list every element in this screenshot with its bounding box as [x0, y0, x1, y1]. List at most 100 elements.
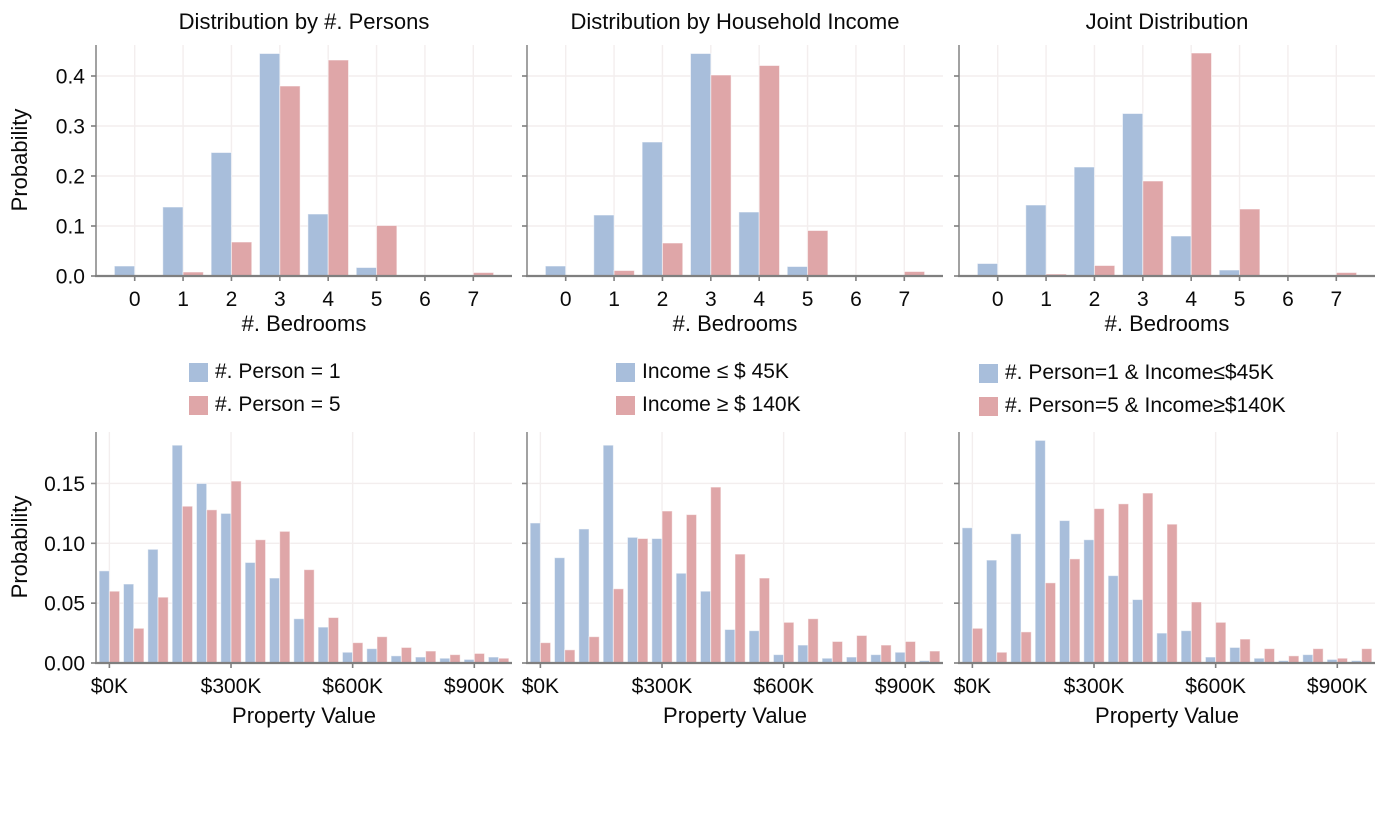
- bar: [1093, 508, 1105, 664]
- legend-label-person-5: #. Person = 5: [215, 393, 341, 416]
- bar: [961, 527, 973, 664]
- bar: [976, 263, 999, 277]
- tick-label: 0.2: [56, 166, 85, 189]
- bar: [1229, 646, 1241, 664]
- bar: [133, 627, 145, 664]
- tick-label: 0.15: [44, 473, 85, 496]
- bar: [1142, 492, 1154, 664]
- bar: [1215, 621, 1227, 664]
- bar: [1156, 632, 1168, 664]
- series-a: [529, 444, 931, 664]
- tick-label: 0.4: [56, 66, 86, 89]
- bar: [171, 444, 183, 664]
- bar: [108, 590, 121, 664]
- bar: [1263, 648, 1276, 664]
- tick-label: 3: [274, 288, 286, 311]
- bar: [1034, 439, 1046, 664]
- bar: [996, 651, 1008, 664]
- bar: [366, 648, 378, 664]
- bar: [539, 642, 552, 664]
- tick-label: 0.3: [56, 116, 85, 139]
- bar: [220, 512, 232, 664]
- legend-item-income-high: Income ≥ $ 140K: [616, 393, 801, 417]
- tick-label: 4: [1185, 288, 1197, 311]
- bar: [1312, 648, 1324, 664]
- bar: [341, 651, 354, 664]
- tick-label: $300K: [632, 675, 693, 698]
- tick-label: $900K: [444, 675, 505, 698]
- bar: [1142, 180, 1164, 277]
- bar: [1302, 654, 1314, 664]
- tick-label: 6: [850, 288, 862, 311]
- bar: [1073, 166, 1095, 277]
- bar: [327, 59, 350, 277]
- bar: [553, 557, 566, 664]
- legend-label-joint-low: #. Person=1 & Income≤$45K: [1005, 361, 1274, 384]
- bar: [797, 644, 809, 664]
- bar: [352, 642, 364, 664]
- bar: [758, 65, 781, 277]
- tick-label: 1: [608, 288, 620, 311]
- legend-label-income-low: Income ≤ $ 45K: [642, 360, 789, 383]
- bar: [870, 654, 882, 664]
- bar: [641, 141, 663, 277]
- bar: [1190, 601, 1203, 664]
- tick-label: 0.05: [44, 593, 85, 616]
- y-axis-label-bottom: Probability: [7, 495, 32, 599]
- tick-label: 0.0: [56, 266, 85, 289]
- tick-label: 5: [371, 288, 383, 311]
- bar: [985, 559, 998, 664]
- bar: [807, 230, 829, 277]
- bar: [690, 53, 712, 277]
- bar: [268, 577, 281, 664]
- bar: [612, 588, 625, 664]
- tick-label: 0.00: [44, 653, 85, 676]
- x-axis-label-property-value-1: Property Value: [232, 703, 376, 728]
- bar: [637, 538, 649, 664]
- bar: [724, 628, 736, 664]
- tick-label: $0K: [522, 675, 559, 698]
- legend-item-person-5: #. Person = 5: [189, 393, 341, 417]
- bar: [293, 618, 305, 664]
- tick-label: 3: [705, 288, 717, 311]
- bar: [1239, 208, 1261, 277]
- tick-label: 3: [1137, 288, 1149, 311]
- bar: [206, 509, 218, 664]
- bar: [327, 617, 340, 664]
- bar: [400, 646, 413, 664]
- series-b: [134, 59, 495, 277]
- bar: [894, 651, 906, 664]
- bar: [98, 570, 110, 664]
- bar: [355, 267, 378, 277]
- tick-label: 1: [1040, 288, 1052, 311]
- tick-label: $0K: [954, 675, 991, 698]
- tick-label: 7: [1330, 288, 1342, 311]
- chart-bed-income: 0 1 2 3 4 5 6 7: [522, 45, 943, 311]
- bar: [307, 213, 329, 277]
- bar: [544, 265, 567, 277]
- bar: [529, 522, 541, 664]
- bar: [1166, 523, 1178, 664]
- bar: [230, 480, 242, 664]
- bar: [588, 636, 600, 664]
- x-axis-label-property-value-3: Property Value: [1095, 703, 1239, 728]
- tick-label: 4: [753, 288, 765, 311]
- legend-label-income-high: Income ≥ $ 140K: [642, 393, 801, 416]
- chart-val-persons: $0K $300K $600K $900K 0.00 0.05 0.10 0.15: [44, 432, 512, 698]
- tick-label: 6: [1282, 288, 1294, 311]
- bar: [254, 539, 267, 664]
- bar: [1180, 630, 1192, 664]
- tick-label: $300K: [201, 675, 262, 698]
- series-b: [108, 480, 510, 664]
- bar: [685, 514, 698, 664]
- tick-label: 2: [226, 288, 238, 311]
- tick-label: 0: [992, 288, 1004, 311]
- bar: [1093, 265, 1116, 277]
- tick-label: 6: [419, 288, 431, 311]
- legend-swatch-joint-high: [979, 396, 998, 416]
- bar: [748, 630, 760, 664]
- y-axis-label-top: Probability: [7, 108, 32, 212]
- tick-label: $300K: [1064, 675, 1125, 698]
- tick-label: 0: [129, 288, 141, 311]
- bar: [1020, 631, 1032, 664]
